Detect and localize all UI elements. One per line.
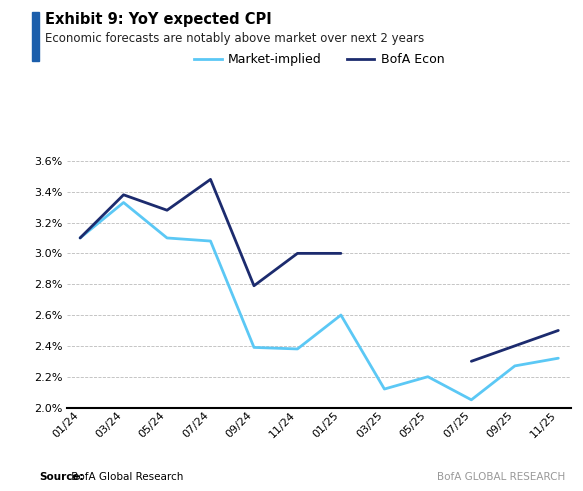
Legend: Market-implied, BofA Econ: Market-implied, BofA Econ [189, 48, 449, 71]
Text: Source:: Source: [40, 472, 85, 482]
Text: BofA GLOBAL RESEARCH: BofA GLOBAL RESEARCH [437, 472, 566, 482]
Text: Exhibit 9: YoY expected CPI: Exhibit 9: YoY expected CPI [45, 12, 272, 27]
Text: Economic forecasts are notably above market over next 2 years: Economic forecasts are notably above mar… [45, 32, 425, 45]
Text: BofA Global Research: BofA Global Research [68, 472, 183, 482]
